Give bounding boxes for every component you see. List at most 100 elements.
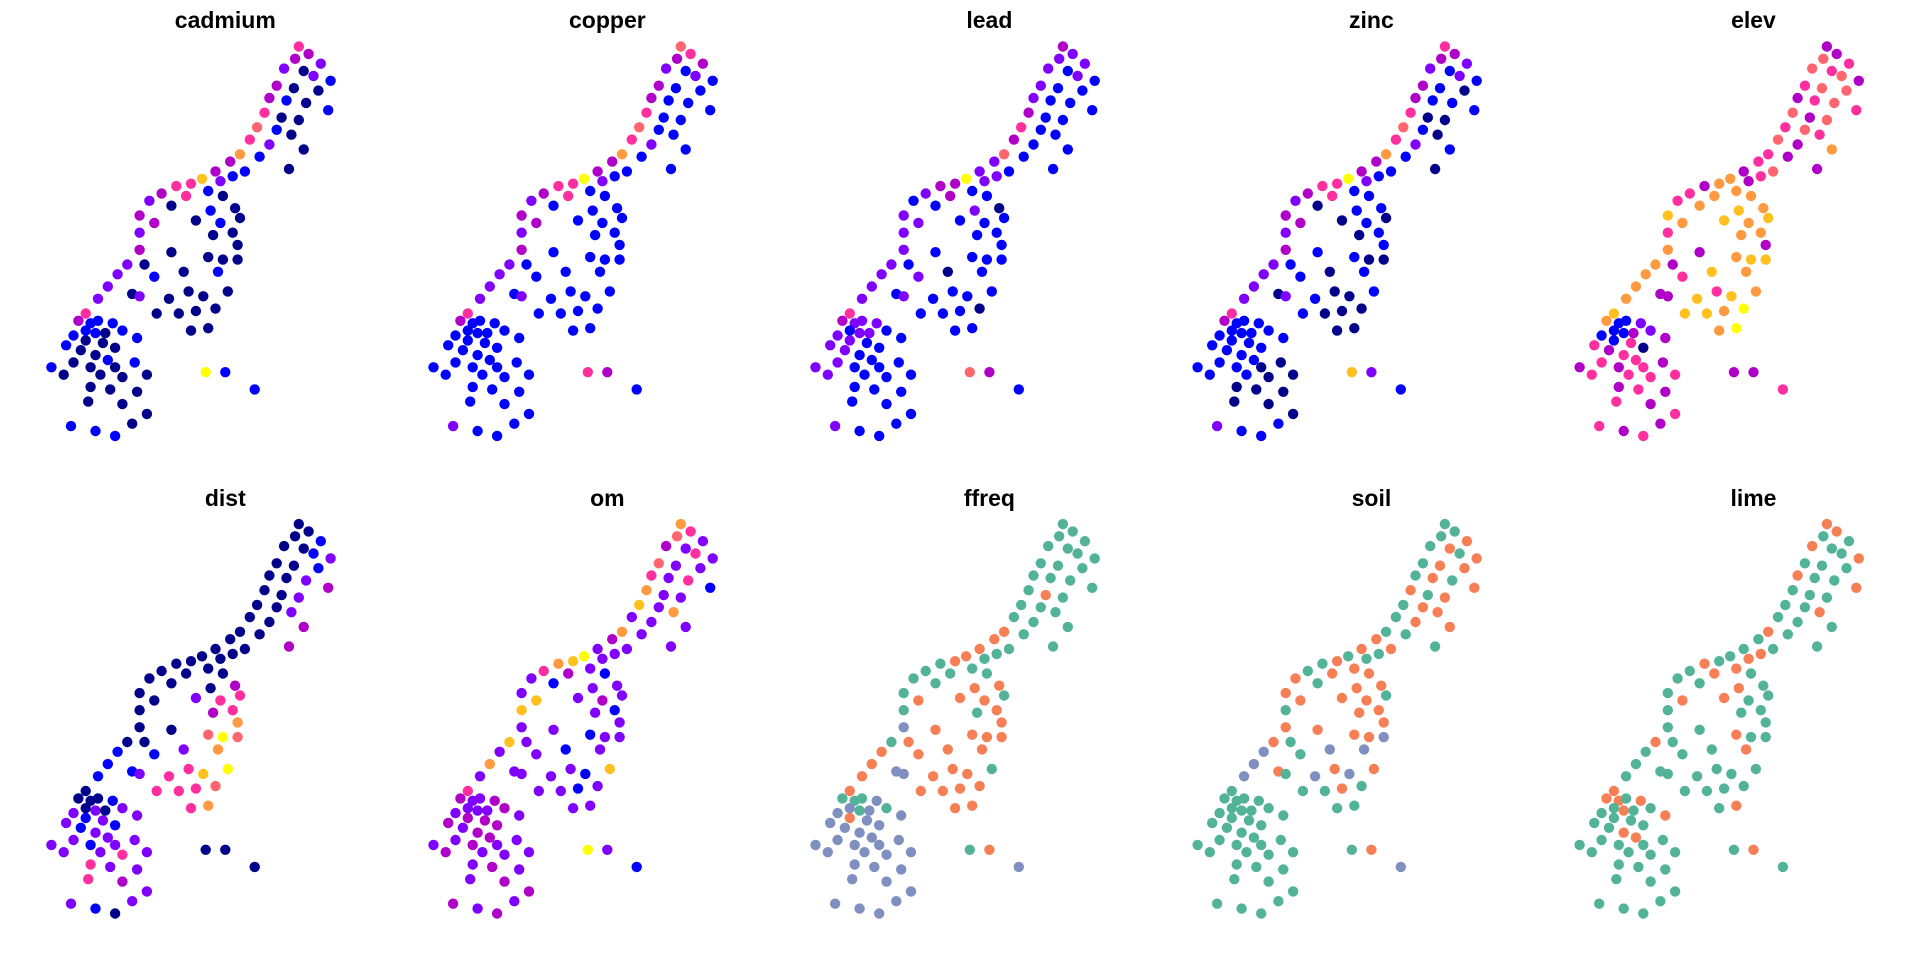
zinc-point [1229, 396, 1240, 407]
lime-point [1628, 805, 1639, 816]
om-point [609, 705, 620, 716]
om-point [578, 651, 590, 662]
lead-point [964, 367, 975, 378]
cadmium-point [171, 180, 182, 192]
om-point [585, 729, 596, 740]
zinc-point [1231, 362, 1242, 373]
soil-point [1363, 668, 1375, 679]
dist-point [97, 815, 109, 826]
zinc-point [1371, 156, 1382, 167]
lead-point [896, 386, 907, 397]
ffreq-point [930, 678, 941, 689]
om-point [516, 722, 527, 733]
zinc-point [1461, 58, 1473, 69]
zinc-point [1444, 144, 1456, 155]
dist-point [293, 592, 304, 603]
om-point [555, 785, 566, 797]
copper-point [450, 357, 461, 368]
soil-point [1346, 844, 1358, 855]
copper-point [611, 203, 623, 214]
lead-point [986, 286, 997, 297]
dist-point [298, 621, 309, 633]
zinc-point [1236, 349, 1247, 361]
soil-point [1297, 785, 1309, 797]
zinc-point [1324, 266, 1336, 277]
dist-point [227, 648, 238, 660]
ffreq-point [825, 817, 836, 829]
lead-point [903, 259, 914, 270]
cadmium-point [80, 308, 91, 319]
panel-title-soil: soil [1351, 484, 1392, 511]
om-point [572, 692, 584, 704]
ffreq-point [864, 805, 875, 816]
copper-point [707, 75, 718, 87]
cadmium-point [149, 271, 160, 282]
om-point [597, 695, 608, 706]
dist-point [131, 864, 143, 875]
cadmium-point [60, 340, 72, 351]
copper-point [523, 408, 535, 420]
ffreq-point [927, 771, 939, 782]
soil-point [1236, 903, 1247, 914]
copper-point [516, 244, 527, 255]
cadmium-point [131, 332, 143, 344]
lead-point [1057, 114, 1069, 126]
soil-point [1329, 763, 1340, 775]
soil-point [1258, 746, 1269, 757]
copper-point [504, 259, 515, 270]
elev-point [1763, 149, 1774, 160]
zinc-point [1280, 227, 1291, 238]
lead-point [969, 205, 980, 216]
zinc-point [1469, 105, 1480, 116]
elev-point [1669, 369, 1681, 380]
dist-point [163, 771, 175, 782]
cadmium-point [92, 293, 104, 304]
dist-point [129, 834, 140, 846]
lead-point [810, 362, 821, 373]
lead-point [905, 369, 917, 380]
ffreq-point [854, 805, 865, 816]
soil-point [1192, 839, 1203, 851]
lime-point [1650, 736, 1661, 748]
soil-point [1280, 705, 1291, 716]
cadmium-point [278, 63, 290, 74]
om-point [705, 582, 716, 593]
zinc-point [1378, 239, 1389, 251]
copper-point [668, 129, 679, 140]
om-point [491, 908, 503, 919]
lead-point [1045, 95, 1056, 106]
dist-point [283, 641, 295, 652]
lead-point [967, 323, 978, 334]
lead-point [891, 418, 902, 429]
lime-point [1731, 663, 1742, 674]
lime-point [1750, 763, 1762, 775]
ffreq-point [854, 827, 865, 838]
copper-point [531, 217, 542, 229]
cadmium-point [222, 286, 233, 297]
zinc-point [1434, 83, 1446, 94]
zinc-point [1336, 305, 1348, 317]
ffreq-point [1057, 518, 1069, 530]
dist-point [298, 543, 309, 554]
cadmium-point [190, 215, 202, 226]
lime-point [1596, 807, 1607, 819]
lead-point [960, 173, 972, 184]
cadmium-point [225, 156, 236, 167]
panel-title-elev: elev [1731, 7, 1776, 34]
zinc-point [1295, 271, 1306, 282]
elev-point [1635, 318, 1647, 329]
copper-point [514, 332, 525, 344]
cadmium-point [239, 166, 251, 177]
soil-point [1226, 785, 1238, 797]
copper-point [670, 83, 682, 94]
dist-point [254, 629, 265, 640]
ffreq-point [1065, 575, 1076, 586]
copper-point [580, 291, 591, 302]
elev-point [1782, 151, 1794, 162]
ffreq-point [1089, 553, 1100, 564]
cadmium-point [264, 92, 275, 104]
zinc-point [1373, 171, 1385, 182]
lead-point [898, 210, 909, 221]
elev-point [1601, 315, 1612, 326]
cadmium-point [80, 325, 91, 336]
